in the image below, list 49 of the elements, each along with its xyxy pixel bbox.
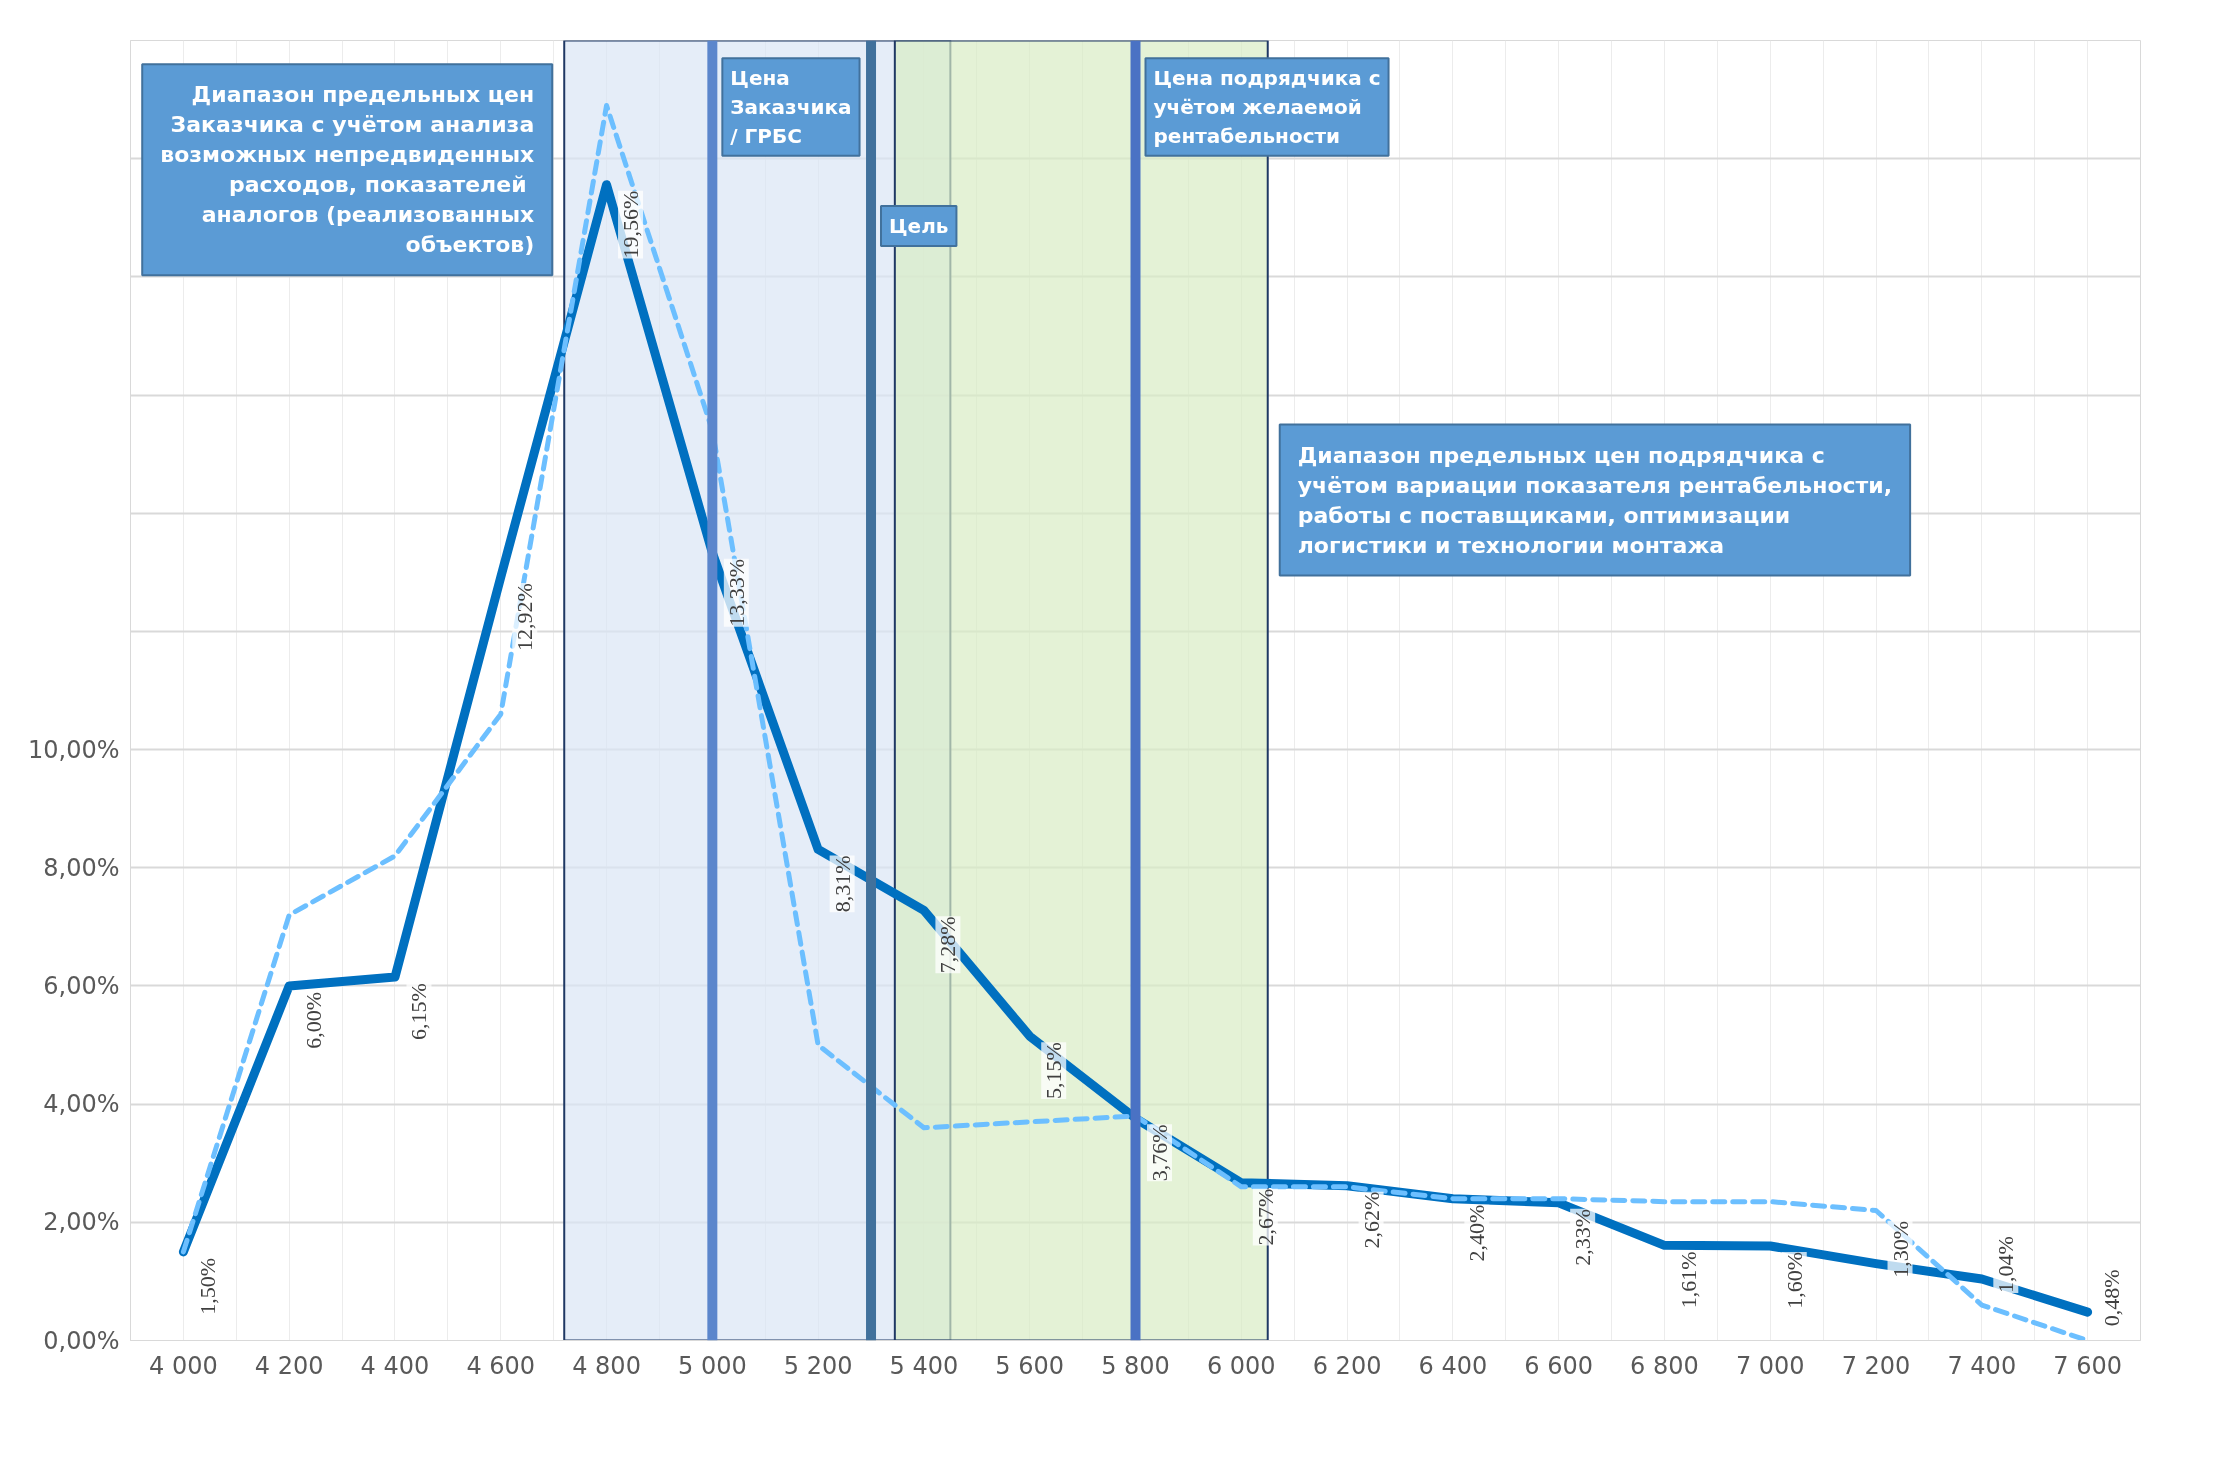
data-label: 7,28% [935,916,961,974]
x-tick-label: 5 600 [995,1351,1065,1380]
x-tick-label: 7 400 [1947,1351,2017,1380]
x-tick-label: 4 200 [254,1351,324,1380]
data-label: 12,92% [512,583,538,651]
x-tick-label: 5 400 [889,1351,959,1380]
x-tick-label: 7 000 [1735,1351,1805,1380]
x-tick-label: 4 400 [360,1351,430,1380]
x-tick-label: 7 200 [1841,1351,1911,1380]
ref-line-label: Цель [889,213,949,238]
data-label: 0,48% [2099,1269,2125,1327]
x-tick-label: 4 600 [466,1351,536,1380]
data-label: 2,62% [1358,1191,1384,1249]
y-tick-label: 2,00% [43,1208,120,1237]
data-label: 1,04% [1993,1236,2019,1294]
data-label: 1,30% [1887,1220,1913,1278]
x-tick-label: 5 800 [1101,1351,1170,1380]
data-label: 1,60% [1781,1251,1807,1309]
ref-line-label: Цена подрядчика с учётом желаемой рентабельности [1153,66,1381,148]
y-tick-label: 10,00% [27,735,120,764]
band-label: Диапазон предельных цен Заказчика с учётом анализа возможных непредвиденных расходов, показателей аналогов (реализованных объектов) [160,82,535,258]
x-tick-label: 6 800 [1630,1351,1699,1380]
x-tick-label: 5 200 [783,1351,853,1380]
x-tick-label: 6 000 [1206,1351,1276,1380]
data-label: 2,67% [1252,1188,1278,1246]
data-label: 2,33% [1570,1208,1596,1266]
y-tick-label: 4,00% [43,1090,120,1119]
data-label: 8,31% [829,855,855,913]
x-tick-label: 6 400 [1418,1351,1488,1380]
x-tick-label: 6 600 [1524,1351,1594,1380]
x-tick-label: 6 200 [1312,1351,1382,1380]
data-label: 5,15% [1041,1042,1067,1100]
data-label: 6,00% [300,991,326,1049]
y-tick-label: 8,00% [43,853,120,882]
x-tick-label: 5 000 [677,1351,747,1380]
y-tick-label: 6,00% [43,971,120,1000]
data-label: 3,76% [1147,1124,1172,1182]
y-tick-label: 0,00% [43,1326,120,1355]
data-label: 13,33% [723,558,749,627]
x-tick-label: 7 600 [2053,1351,2122,1380]
band-label: Диапазон предельных цен подрядчика с учётом вариации показателя рентабельности, работы с поставщиками, оптимизации логистики и технологии монтажа [1297,442,1893,558]
data-label: 1,50% [194,1257,220,1315]
ref-line-label: Цена Заказчика / ГРБС [730,66,852,148]
data-label: 1,61% [1675,1251,1701,1309]
x-tick-label: 4 000 [149,1351,218,1380]
data-label: 19,56% [618,190,644,259]
x-tick-label: 4 800 [572,1351,641,1380]
data-label: 6,15% [406,983,432,1040]
data-label: 2,40% [1464,1204,1490,1262]
